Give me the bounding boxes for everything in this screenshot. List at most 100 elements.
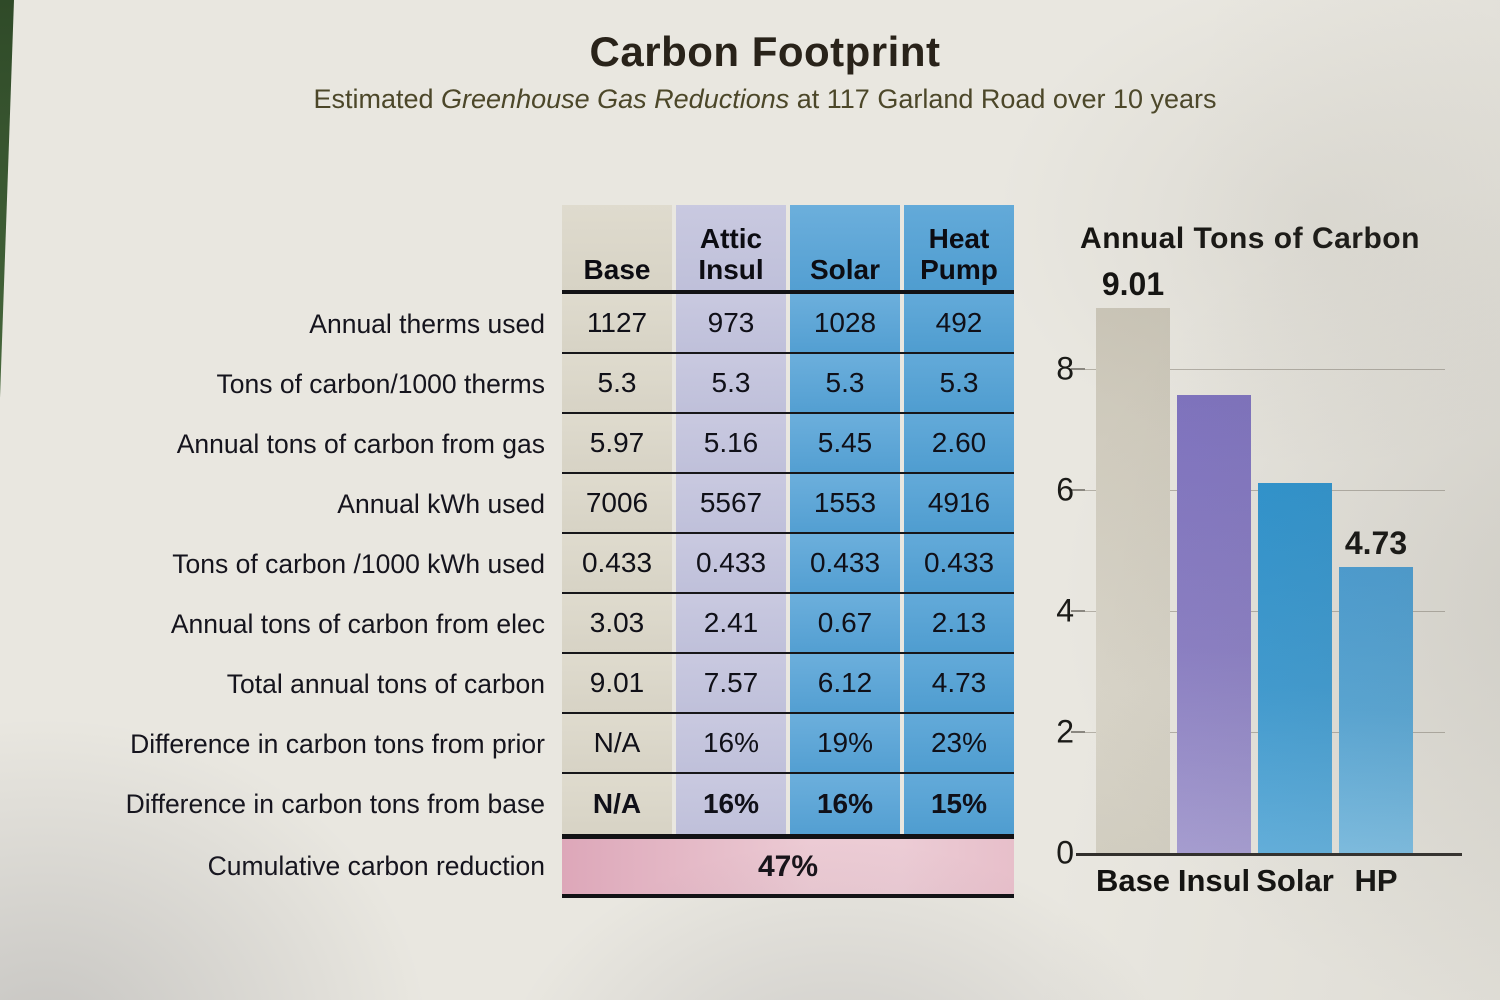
- table-row: Annual tons of carbon from gas 5.97 5.16 5.…: [0, 414, 1020, 474]
- bar-data-label-hp: 4.73: [1344, 525, 1408, 561]
- carbon-bar-chart: Annual Tons of Carbon 0 2 4 6 8 9.01 Base Insul…: [1040, 218, 1500, 908]
- table-row: Difference in carbon tons from prior N/A 1…: [0, 714, 1020, 774]
- table-row: Tons of carbon/1000 therms 5.3 5.3 5.3 5.3: [0, 354, 1020, 414]
- table-cell: 7006: [562, 474, 672, 532]
- table-header-row: Base Attic Insul Solar Heat Pump: [0, 205, 1020, 294]
- table-row: Annual therms used 1127 973 1028 492: [0, 294, 1020, 354]
- footer-merged-cell: 47%: [562, 834, 1014, 898]
- table-cell: 5.3: [790, 354, 900, 412]
- table-cell: 5.3: [562, 354, 672, 412]
- footer-value: 47%: [757, 849, 819, 883]
- row-label: Annual kWh used: [337, 488, 545, 519]
- table-cell: 2.41: [676, 594, 786, 652]
- y-tick-mark-8: [1071, 368, 1085, 370]
- table-row-cells: 3.03 2.41 0.67 2.13: [562, 594, 1014, 654]
- table-cell: 6.12: [790, 654, 900, 712]
- bar-data-label-base: 9.01: [1101, 266, 1165, 302]
- row-label: Annual tons of carbon from gas: [176, 428, 545, 459]
- row-label: Tons of carbon/1000 therms: [216, 368, 546, 399]
- table-cell: 3.03: [562, 594, 672, 652]
- table-cell: N/A: [562, 774, 672, 834]
- table-cell: 0.433: [562, 534, 672, 592]
- table-cell: 7.57: [676, 654, 786, 712]
- table-cell: N/A: [562, 714, 672, 772]
- table-cell: 4916: [904, 474, 1014, 532]
- table-cell: 5567: [676, 474, 786, 532]
- y-tick-label-0: 0: [1056, 834, 1074, 871]
- subtitle-suffix: at 117 Garland Road over 10 years: [789, 84, 1217, 114]
- y-tick-label-8: 8: [1056, 350, 1074, 387]
- table-cell: 0.433: [790, 534, 900, 592]
- page-subtitle: Estimated Greenhouse Gas Reductions at 1…: [0, 84, 1500, 115]
- table-cell: 9.01: [562, 654, 672, 712]
- table-footer-row: Cumulative carbon reduction 47%: [0, 834, 1020, 898]
- table-cell: 16%: [676, 774, 786, 834]
- table-cell: 5.16: [676, 414, 786, 472]
- column-header-base: Base: [562, 205, 672, 290]
- table-cell: 15%: [904, 774, 1014, 834]
- table-cell: 0.433: [676, 534, 786, 592]
- table-row-cells: 5.3 5.3 5.3 5.3: [562, 354, 1014, 414]
- y-tick-label-4: 4: [1056, 592, 1074, 629]
- table-cell: 4.73: [904, 654, 1014, 712]
- column-header-heat-pump: Heat Pump: [904, 205, 1014, 290]
- row-label: Difference in carbon tons from base: [125, 788, 545, 819]
- table-cell: 1127: [562, 294, 672, 352]
- y-tick-mark-2: [1071, 731, 1085, 733]
- table-row: Annual tons of carbon from elec 3.03 2.41 0…: [0, 594, 1020, 654]
- table-cell: 2.13: [904, 594, 1014, 652]
- table-cell: 1553: [790, 474, 900, 532]
- footer-row-label: Cumulative carbon reduction: [207, 850, 545, 881]
- table-row: Tons of carbon /1000 kWh used 0.433 0.433 0…: [0, 534, 1020, 594]
- table-row-cells: N/A 16% 16% 15%: [562, 774, 1014, 834]
- y-tick-mark-4: [1071, 610, 1085, 612]
- table-cell: 973: [676, 294, 786, 352]
- gridline-8: [1085, 369, 1445, 370]
- row-label: Annual tons of carbon from elec: [170, 608, 545, 639]
- bar-base: [1096, 308, 1170, 853]
- table-cell: 492: [904, 294, 1014, 352]
- table-cell: 2.60: [904, 414, 1014, 472]
- x-category-label-insul: Insul: [1177, 863, 1251, 898]
- y-tick-label-6: 6: [1056, 471, 1074, 508]
- table-cell: 23%: [904, 714, 1014, 772]
- row-label: Tons of carbon /1000 kWh used: [172, 548, 545, 579]
- table-cell: 5.97: [562, 414, 672, 472]
- table-header-cells: Base Attic Insul Solar Heat Pump: [562, 205, 1014, 294]
- bar-insul: [1177, 395, 1251, 853]
- table-cell: 5.3: [904, 354, 1014, 412]
- x-category-label-hp: HP: [1354, 863, 1398, 898]
- chart-title: Annual Tons of Carbon: [1080, 222, 1420, 255]
- row-label: Annual therms used: [309, 308, 545, 339]
- table-row-cells: 7006 5567 1553 4916: [562, 474, 1014, 534]
- table-cell: 1028: [790, 294, 900, 352]
- y-tick-mark-6: [1071, 489, 1085, 491]
- x-category-label-solar: Solar: [1256, 863, 1334, 898]
- page-title: Carbon Footprint: [589, 28, 941, 75]
- table-row-cells: 1127 973 1028 492: [562, 294, 1014, 354]
- carbon-table: Base Attic Insul Solar Heat Pump Annual ther…: [0, 205, 1020, 898]
- table-cell: 19%: [790, 714, 900, 772]
- bar-hp: [1339, 567, 1413, 853]
- x-category-label-base: Base: [1095, 863, 1171, 898]
- table-cell: 16%: [676, 714, 786, 772]
- bar-solar: [1258, 483, 1332, 853]
- row-label: Total annual tons of carbon: [226, 668, 545, 699]
- table-row-cells: 0.433 0.433 0.433 0.433: [562, 534, 1014, 594]
- table-row: Total annual tons of carbon 9.01 7.57 6.12 4…: [0, 654, 1020, 714]
- table-row-cells: N/A 16% 19% 23%: [562, 714, 1014, 774]
- column-header-solar: Solar: [790, 205, 900, 290]
- subtitle-italic: Greenhouse Gas Reductions: [441, 84, 790, 114]
- table-cell: 16%: [790, 774, 900, 834]
- table-cell: 5.45: [790, 414, 900, 472]
- subtitle-prefix: Estimated: [313, 84, 442, 114]
- table-cell: 0.67: [790, 594, 900, 652]
- row-label: Difference in carbon tons from prior: [130, 728, 545, 759]
- column-header-attic-insul: Attic Insul: [676, 205, 786, 290]
- table-cell: 0.433: [904, 534, 1014, 592]
- table-row-cells: 5.97 5.16 5.45 2.60: [562, 414, 1014, 474]
- table-row: Annual kWh used 7006 5567 1553 4916: [0, 474, 1020, 534]
- table-row: Difference in carbon tons from base N/A 16…: [0, 774, 1020, 834]
- table-row-cells: 9.01 7.57 6.12 4.73: [562, 654, 1014, 714]
- table-cell: 5.3: [676, 354, 786, 412]
